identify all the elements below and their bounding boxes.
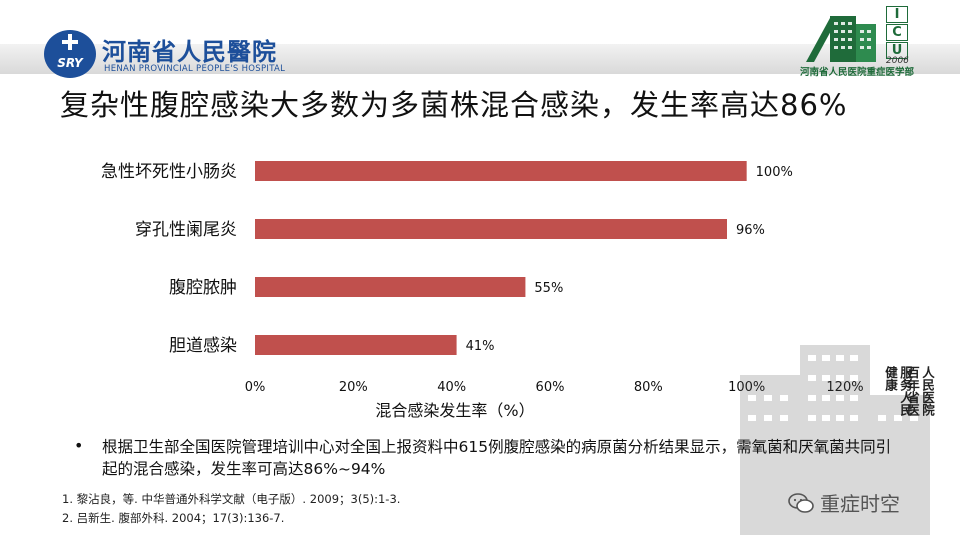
icu-dept-name: 河南省人民医院重症医学部 [800, 67, 915, 78]
wechat-icon [788, 492, 814, 513]
x-tick-label-4: 60% [536, 380, 565, 395]
bar-4 [255, 335, 457, 355]
icu-letter-u: U [886, 42, 908, 59]
bullet-marker: • [74, 436, 84, 455]
slide-title: 复杂性腹腔感染大多数为多菌株混合感染，发生率高达86% [60, 88, 848, 122]
x-tick-label-5: 80% [634, 380, 663, 395]
x-tick-label-1: 0% [245, 380, 266, 395]
chart-data-labels: 100% 96% 55% 41% [466, 165, 793, 354]
icu-logo: I C U 2006 河南省人民医院重症医学部 [800, 6, 950, 78]
bar-3 [255, 277, 526, 297]
hospital-building-icon [806, 16, 876, 62]
header-band [0, 44, 960, 74]
x-tick-label-6: 100% [728, 380, 765, 395]
references: 1. 黎沾良，等. 中华普通外科学文献（电子版）. 2009；3(5):1-3.… [62, 490, 400, 528]
category-label-2: 穿孔性阑尾炎 [135, 220, 237, 240]
x-tick-label-3: 40% [437, 380, 466, 395]
side-motto-col-2: 服务人民 健康 [883, 366, 913, 416]
x-tick-label-2: 20% [339, 380, 368, 395]
hospital-name-cn: 河南省人民醫院 [102, 37, 277, 66]
hospital-emblem-icon: SRY [44, 30, 96, 78]
side-motto: 服务人民 健康 人民医院 百年省医 [883, 366, 937, 416]
chart-x-tick-labels: 0% 20% 40% 60% 80% 100% 120% [245, 380, 864, 395]
bar-2 [255, 219, 727, 239]
reference-2: 2. 吕新生. 腹部外科. 2004；17(3):136-7. [62, 511, 285, 525]
watermark: 重症时空 [788, 488, 900, 517]
category-label-3: 腹腔脓肿 [169, 278, 237, 298]
data-label-4: 41% [466, 339, 495, 354]
x-tick-label-7: 120% [826, 380, 863, 395]
bar-1 [255, 161, 747, 181]
bullet-text: 根据卫生部全国医院管理培训中心对全国上报资料中615例腹腔感染的病原菌分析结果显… [72, 436, 902, 480]
side-motto-line-4: 健康 [883, 366, 898, 391]
chart-x-axis-label: 混合感染发生率（%） [375, 401, 534, 420]
category-label-4: 胆道感染 [169, 336, 237, 356]
data-label-2: 96% [736, 223, 765, 238]
icu-letter-i: I [886, 6, 908, 23]
side-motto-line-1: 人民医院 [920, 366, 935, 416]
side-motto-line-2: 百年省医 [905, 366, 920, 416]
chart-bars [255, 161, 747, 355]
data-label-3: 55% [534, 281, 563, 296]
icu-year: 2006 [886, 56, 909, 66]
icu-letters: I C U [886, 6, 908, 59]
logo-abbr: SRY [57, 56, 83, 70]
hospital-name-en: HENAN PROVINCIAL PEOPLE'S HOSPITAL [104, 64, 286, 74]
reference-1: 1. 黎沾良，等. 中华普通外科学文献（电子版）. 2009；3(5):1-3. [62, 492, 401, 506]
bullet-text-content: 根据卫生部全国医院管理培训中心对全国上报资料中615例腹腔感染的病原菌分析结果显… [102, 438, 892, 478]
side-motto-col-1: 人民医院 百年省医 [905, 366, 935, 416]
cross-icon [62, 34, 78, 50]
hospital-logo: SRY 河南省人民醫院 HENAN PROVINCIAL PEOPLE'S HO… [44, 30, 285, 80]
data-label-1: 100% [756, 165, 793, 180]
icu-letter-c: C [886, 24, 908, 41]
category-label-1: 急性坏死性小肠炎 [101, 162, 237, 182]
watermark-text: 重症时空 [820, 492, 900, 516]
side-motto-line-3: 服务人民 [898, 366, 913, 416]
